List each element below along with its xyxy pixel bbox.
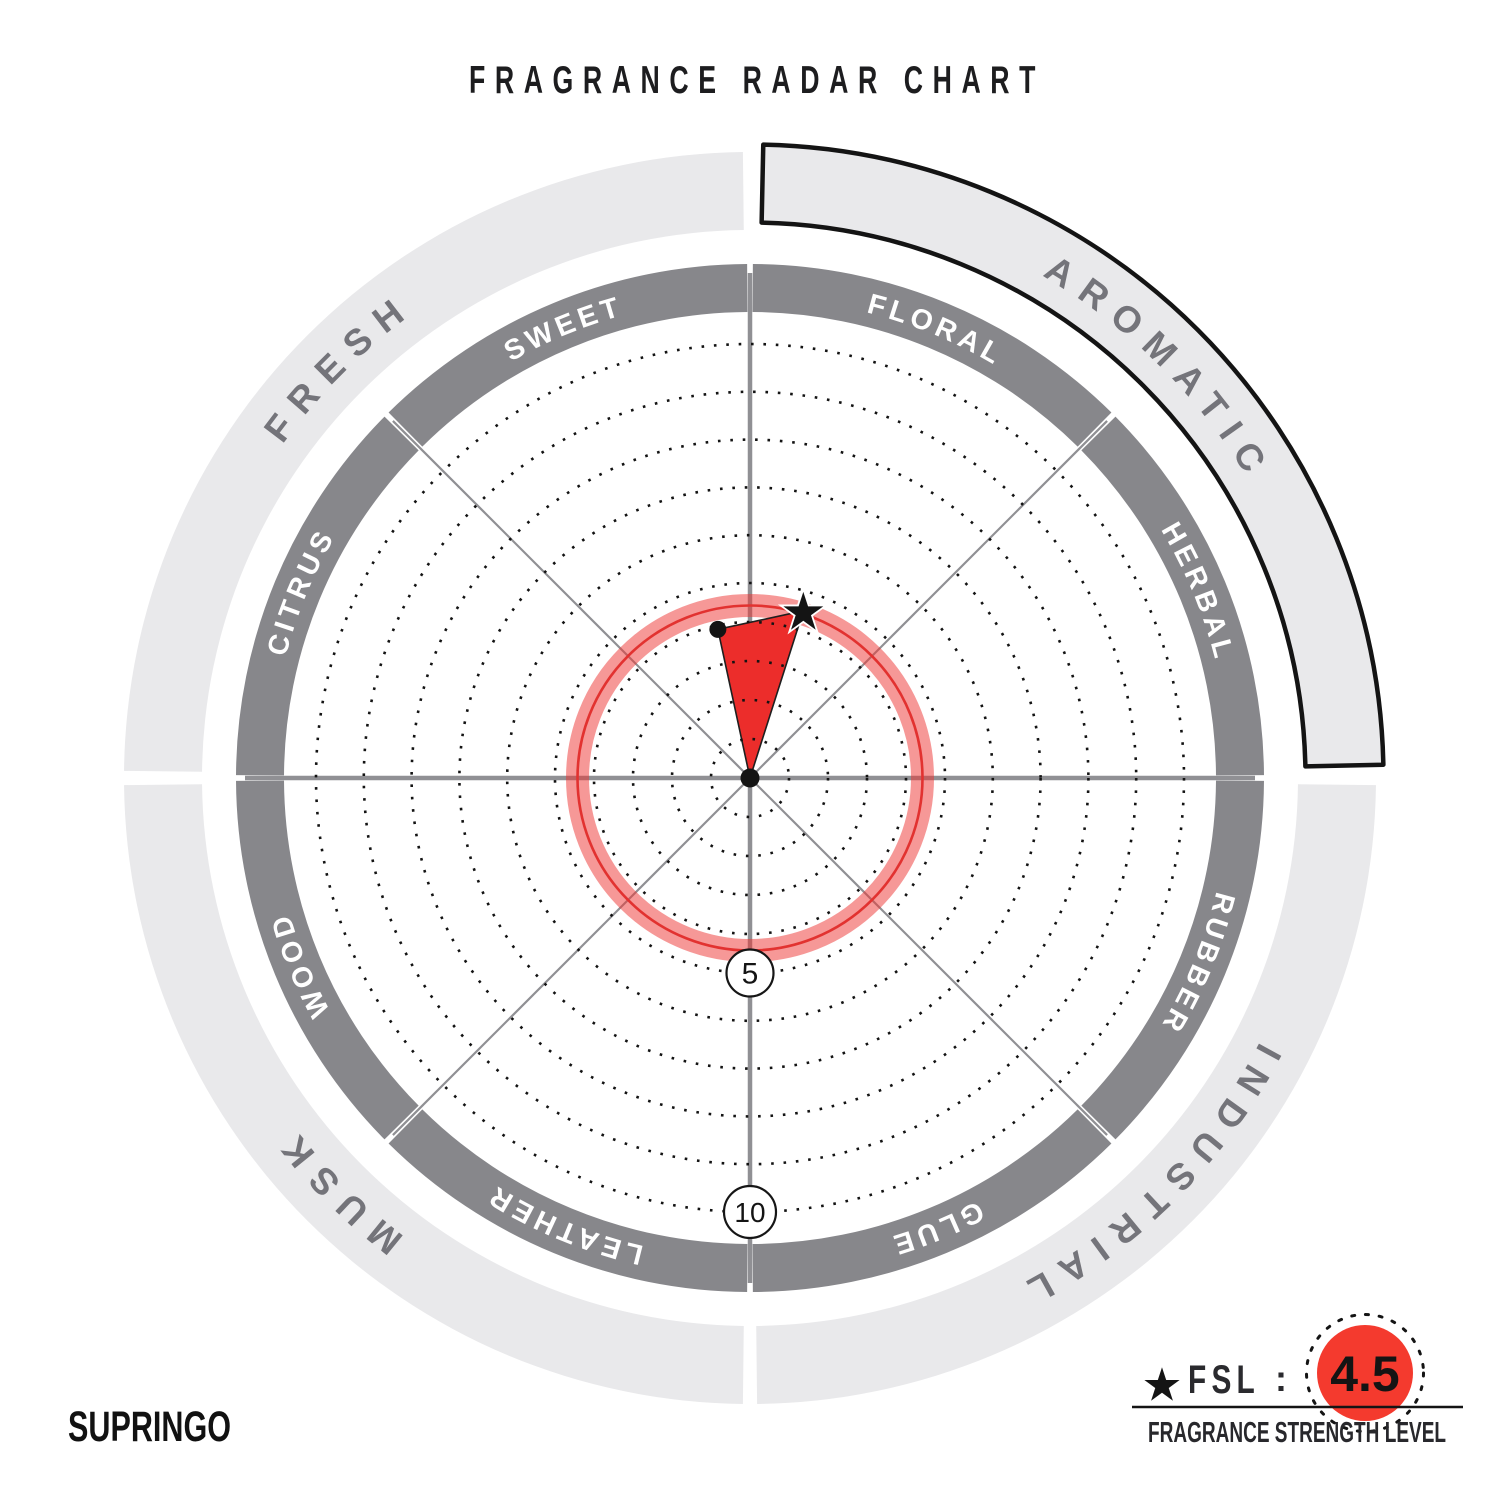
axis-spoke: [392, 777, 751, 1136]
fsl-separator: :: [1275, 1358, 1287, 1399]
category-band-segment-citrus: [236, 416, 419, 776]
category-band-segment-leather: [388, 1109, 748, 1292]
category-band-segment-sweet: [388, 264, 748, 447]
group-band: [124, 142, 1386, 1404]
fsl-value-badge: [1317, 1325, 1413, 1421]
grid-ring: [670, 698, 830, 858]
fsl-star-marker: ★: [780, 584, 827, 642]
tick-badge-circle: [722, 1184, 778, 1240]
fsl-value: 4.5: [1330, 1346, 1400, 1402]
grid-ring: [592, 620, 908, 936]
axis-spoke: [749, 777, 1108, 1136]
axis-spoke: [749, 420, 1108, 779]
grid-ring: [709, 737, 791, 819]
group-band-segment-aromatic-highlighted: [759, 142, 1386, 769]
brand-logo: SUPRINGO: [68, 1403, 231, 1451]
category-band-segment-herbal: [1081, 416, 1264, 776]
category-band-segment-glue: [752, 1109, 1112, 1292]
category-band: [236, 264, 1264, 1292]
axis-spoke: [392, 420, 751, 779]
fsl-badge-dotted-ring: [1305, 1313, 1425, 1433]
tick-badge-label: 5: [742, 958, 759, 991]
fsl-label: FSL: [1188, 1358, 1260, 1402]
grid-ring: [505, 533, 995, 1023]
grid-ring: [553, 581, 947, 975]
fsl-legend: ★ FSL : 4.5 FRAGRANCE STRENGTH LEVEL: [1132, 1313, 1463, 1449]
grid-ring: [362, 390, 1138, 1166]
axis-spokes: [245, 273, 1255, 1283]
center-dot: [740, 768, 760, 788]
category-band-segment-rubber: [1081, 780, 1264, 1140]
category-band-segment-wood: [236, 780, 419, 1140]
data-markers: ★: [709, 582, 828, 788]
grid-rings: [314, 342, 1186, 1214]
grid-ring: [314, 342, 1186, 1214]
data-point-dot: [709, 620, 727, 638]
grid-ring: [410, 438, 1090, 1118]
radar-plot-area: ★510FLORALHERBALRUBBERGLUELEATHERWOODCIT…: [124, 142, 1386, 1404]
tick-badge-circle: [725, 948, 775, 998]
data-wedge: [717, 610, 805, 779]
fsl-caption: FRAGRANCE STRENGTH LEVEL: [1148, 1417, 1446, 1449]
tick-badges: 5 10: [722, 948, 778, 1240]
grid-ring: [631, 659, 869, 897]
category-band-segment-floral: [752, 264, 1112, 447]
group-band-segment-fresh: [124, 152, 744, 772]
tick-badge-label: 10: [734, 1197, 765, 1228]
group-band-segment-industrial: [756, 784, 1376, 1404]
page-title: FRAGRANCE RADAR CHART: [469, 59, 1045, 102]
fsl-star-icon: ★: [1141, 1358, 1182, 1412]
grid-ring: [458, 486, 1042, 1070]
group-band-segment-musk: [124, 784, 744, 1404]
